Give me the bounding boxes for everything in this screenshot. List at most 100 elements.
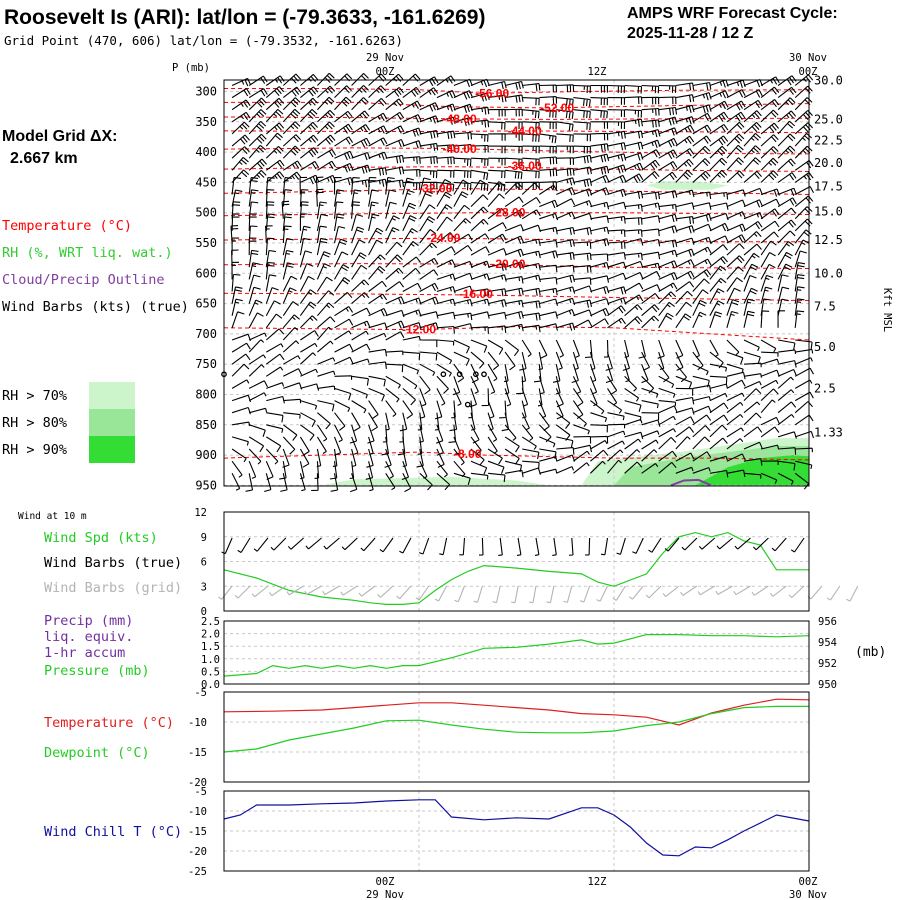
- wind-barb: [248, 158, 268, 171]
- wind-barb: [245, 473, 254, 492]
- wind-barb: [539, 96, 558, 104]
- wind-barb: [436, 156, 455, 165]
- wind-barb: [777, 472, 794, 485]
- wind-barb: [351, 164, 371, 174]
- wind-barb: [351, 239, 366, 256]
- wind-barb: [385, 179, 405, 188]
- wind-barb: [573, 319, 593, 329]
- wind-barb: [504, 339, 520, 357]
- wind-barb-grid: [529, 585, 537, 604]
- wind-barb: [232, 421, 251, 427]
- wind-barb: [368, 151, 388, 160]
- wind-barb: [590, 275, 610, 283]
- bottom-hour-00z-a: 00Z: [376, 876, 395, 888]
- y-tick-label: 9: [201, 532, 207, 544]
- wind-barb-true: [752, 537, 769, 551]
- wind-barb: [419, 269, 439, 280]
- precip-tick-label: 1.0: [201, 654, 220, 666]
- wind-barb: [504, 235, 525, 245]
- wind-barb: [504, 351, 516, 371]
- wind-barb: [368, 293, 388, 305]
- wind-barb: [743, 252, 760, 268]
- wind-barb: [436, 363, 452, 377]
- wind-barb: [282, 327, 299, 341]
- wind-barb: [248, 88, 268, 99]
- wind-barb: [572, 376, 582, 394]
- wind-barb: [351, 279, 370, 292]
- kft-tick-label: 1.33: [814, 426, 843, 440]
- wind-barb: [368, 176, 377, 195]
- wind-barb: [795, 339, 813, 350]
- wind-barb: [573, 277, 592, 285]
- wind-barb: [692, 158, 711, 171]
- wind-barb: [539, 287, 558, 296]
- wind-barb: [317, 85, 336, 99]
- wind-barb: [658, 149, 678, 160]
- wind-barb: [351, 320, 371, 329]
- wind-barb: [470, 472, 489, 480]
- wind-barb: [522, 238, 541, 247]
- wind-barb: [385, 363, 404, 373]
- wind-barb: [573, 252, 592, 261]
- wind-barb: [556, 436, 574, 448]
- legend-rh80-label: RH > 80%: [2, 415, 67, 431]
- wind-barb: [299, 436, 310, 456]
- wind-barb: [283, 412, 301, 419]
- wind-barb: [692, 191, 712, 199]
- wind-barb: [419, 204, 436, 220]
- wind-barb: [436, 339, 455, 346]
- wind-barb: [334, 343, 354, 353]
- wind-barb: [794, 274, 805, 292]
- wind-barb: [794, 145, 813, 159]
- wind-barb: [316, 225, 327, 244]
- y-tick-label: 3: [201, 581, 207, 593]
- wind-barb: [539, 250, 559, 259]
- wind-barb: [709, 145, 728, 159]
- wind-barb: [675, 116, 695, 125]
- wind-barb: [368, 361, 387, 369]
- wind-barb: [351, 252, 367, 268]
- windchill-label: Wind Chill T (°C): [44, 824, 182, 840]
- wind-barb: [316, 290, 335, 304]
- wind-barb: [556, 145, 574, 154]
- wind-barb: [573, 285, 593, 293]
- wind-barb: [743, 351, 761, 364]
- wind-barb: [419, 156, 438, 165]
- wind-barb: [402, 215, 417, 232]
- wind-barb: [556, 239, 575, 248]
- wind-barb-grid: [733, 585, 751, 596]
- wind-barb-true: [360, 537, 376, 552]
- wind-barb: [299, 289, 317, 304]
- wind-barb: [282, 145, 301, 159]
- wind-barb: [794, 85, 813, 99]
- wind-barb: [248, 392, 267, 402]
- pressure-tick-label: 952: [818, 658, 837, 670]
- wind-barb: [743, 110, 762, 123]
- wind-barb: [794, 186, 814, 195]
- wind-barb: [760, 134, 779, 147]
- wind-barb: [539, 199, 559, 209]
- wind-barb: [351, 412, 361, 432]
- wind-barb: [402, 156, 421, 164]
- wind-barb: [351, 358, 370, 365]
- wind-barb: [231, 146, 250, 159]
- wind-barb: [692, 363, 709, 376]
- wind-barb: [505, 181, 523, 190]
- wind-barb: [607, 459, 622, 474]
- wind-barb: [299, 108, 318, 123]
- wind-barb: [658, 387, 676, 398]
- wind-barb-true: [237, 537, 251, 553]
- wind-barb: [726, 299, 740, 316]
- wind-barb: [607, 430, 626, 438]
- wind-barb: [641, 139, 661, 148]
- wind-barb: [487, 311, 507, 320]
- y-tick-label: -25: [188, 866, 207, 878]
- wind-barb: [777, 219, 797, 232]
- wind-barb: [778, 349, 797, 354]
- wind-barb: [590, 84, 608, 93]
- wind-barb: [521, 182, 540, 195]
- wind-barb: [726, 351, 744, 365]
- wind-barb: [470, 78, 490, 88]
- wind-barb: [709, 363, 728, 372]
- wind-barb: [317, 160, 336, 171]
